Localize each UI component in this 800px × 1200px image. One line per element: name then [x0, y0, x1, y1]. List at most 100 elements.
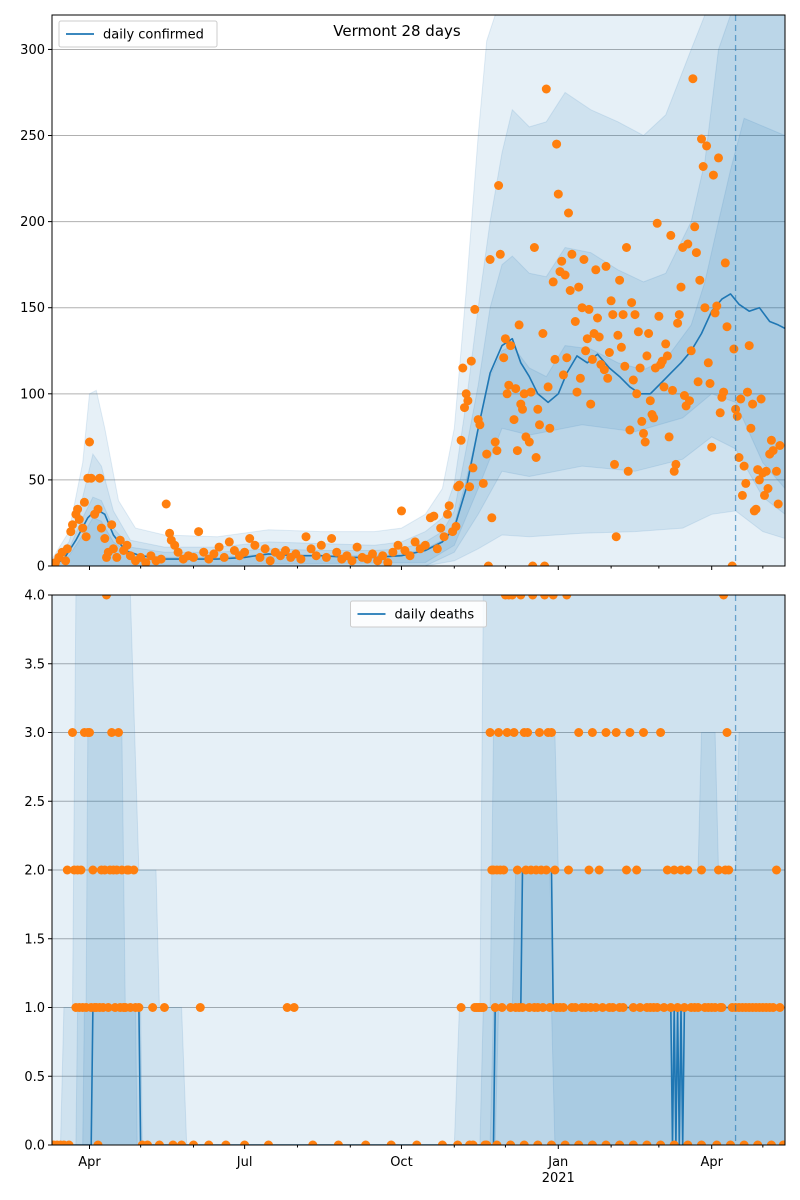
- deaths-point: [533, 1140, 543, 1145]
- deaths-point: [560, 1140, 570, 1145]
- deaths-point: [717, 1003, 727, 1012]
- confirmed-point: [529, 243, 539, 252]
- deaths-point: [282, 1003, 292, 1012]
- confirmed-legend-label: daily confirmed: [103, 28, 204, 43]
- confirmed-y-tick-label: 0: [37, 560, 45, 575]
- confirmed-point: [661, 339, 671, 349]
- confirmed-point: [388, 547, 398, 557]
- deaths-x-tick-label: Apr: [78, 1155, 101, 1170]
- deaths-point: [240, 1140, 250, 1145]
- confirmed-point: [768, 446, 778, 456]
- confirmed-point: [511, 384, 521, 394]
- confirmed-point: [96, 523, 106, 533]
- confirmed-y-tick-label: 200: [20, 215, 45, 230]
- confirmed-y-tick-label: 100: [20, 387, 45, 402]
- deaths-point: [545, 1003, 555, 1012]
- confirmed-point: [732, 411, 742, 421]
- confirmed-point: [625, 425, 635, 435]
- deaths-point: [412, 1140, 422, 1145]
- deaths-x-tick-sublabel: 2021: [542, 1171, 575, 1186]
- confirmed-point: [570, 317, 580, 326]
- deaths-point: [528, 595, 538, 600]
- deaths-point: [204, 1140, 214, 1145]
- confirmed-point: [519, 389, 529, 399]
- deaths-point: [662, 865, 672, 875]
- deaths-point: [639, 728, 648, 737]
- deaths-point: [523, 728, 533, 737]
- deaths-point: [673, 1003, 683, 1012]
- confirmed-point: [635, 363, 645, 373]
- confirmed-point: [620, 361, 630, 371]
- deaths-point: [632, 865, 642, 875]
- confirmed-point: [584, 304, 594, 314]
- deaths-legend-label: daily deaths: [395, 608, 475, 623]
- deaths-point: [85, 728, 94, 737]
- confirmed-point: [100, 534, 110, 543]
- deaths-point: [333, 1140, 343, 1145]
- deaths-point: [635, 1003, 645, 1012]
- deaths-point: [656, 1140, 666, 1145]
- confirmed-point: [611, 532, 621, 542]
- deaths-point: [772, 865, 781, 875]
- confirmed-point: [623, 466, 633, 476]
- deaths-point: [628, 1140, 638, 1145]
- confirmed-point: [194, 527, 204, 537]
- confirmed-point: [644, 329, 654, 338]
- confirmed-point: [601, 261, 611, 271]
- deaths-point: [666, 1003, 676, 1012]
- confirmed-point: [482, 449, 492, 459]
- deaths-point: [587, 728, 597, 737]
- deaths-x-tick-label: Oct: [390, 1155, 412, 1170]
- deaths-point: [456, 1003, 466, 1012]
- confirmed-point: [565, 286, 575, 295]
- deaths-point: [148, 1003, 158, 1012]
- confirmed-chart-title: Vermont 28 days: [333, 22, 461, 40]
- deaths-point: [679, 1003, 689, 1012]
- deaths-point: [722, 728, 732, 737]
- confirmed-point: [639, 428, 648, 438]
- confirmed-point: [558, 370, 568, 380]
- deaths-point: [594, 865, 604, 875]
- deaths-point: [719, 595, 729, 600]
- confirmed-point: [512, 446, 522, 456]
- confirmed-point: [301, 532, 311, 542]
- confirmed-point: [245, 534, 255, 543]
- confirmed-point: [775, 441, 785, 450]
- confirmed-point: [548, 277, 558, 287]
- deaths-point: [114, 728, 123, 737]
- deaths-point: [548, 595, 558, 600]
- deaths-legend-box: [350, 600, 487, 628]
- deaths-point: [538, 1003, 548, 1012]
- confirmed-point: [240, 547, 250, 557]
- confirmed-point: [492, 446, 502, 456]
- confirmed-point: [533, 404, 543, 414]
- confirmed-point: [73, 504, 83, 514]
- confirmed-point: [112, 552, 122, 562]
- confirmed-axes-frame: [51, 14, 786, 567]
- confirmed-point: [664, 432, 674, 442]
- confirmed-point: [352, 542, 362, 552]
- confirmed-point: [642, 351, 652, 361]
- confirmed-point: [579, 255, 589, 264]
- confirmed-point: [627, 298, 637, 308]
- confirmed-point: [461, 389, 471, 399]
- confirmed-point: [603, 373, 613, 383]
- deaths-point: [601, 728, 611, 737]
- deaths-point: [598, 1003, 608, 1012]
- confirmed-point: [478, 478, 488, 488]
- confirmed-point: [630, 310, 640, 320]
- confirmed-point: [316, 540, 326, 550]
- confirmed-point: [485, 255, 495, 264]
- confirmed-band: [52, 15, 785, 566]
- deaths-point: [656, 728, 666, 737]
- deaths-y-tick-label: 2.0: [24, 864, 45, 879]
- deaths-point: [221, 1140, 231, 1145]
- confirmed-point: [754, 475, 764, 485]
- confirmed-point: [66, 527, 76, 537]
- deaths-point: [289, 1003, 299, 1012]
- confirmed-point: [708, 170, 718, 180]
- confirmed-point: [347, 556, 357, 566]
- confirmed-point: [668, 385, 677, 395]
- deaths-point: [143, 1140, 152, 1145]
- confirmed-point: [659, 382, 669, 392]
